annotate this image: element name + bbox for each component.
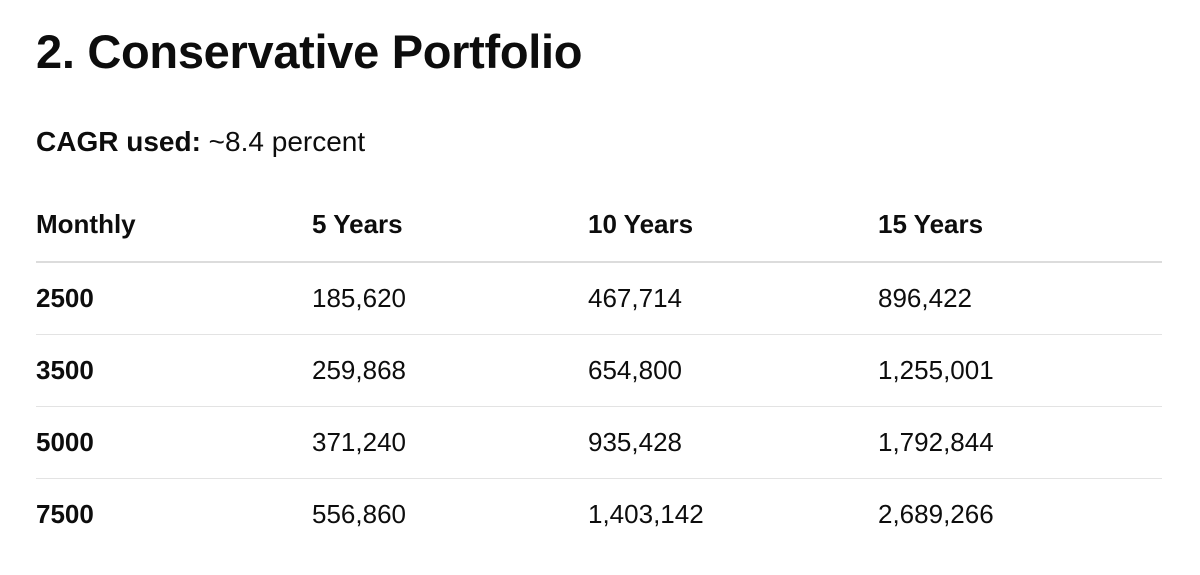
table-row: 5000 371,240 935,428 1,792,844 <box>36 406 1162 479</box>
five-years-cell: 371,240 <box>312 406 588 479</box>
table-row: 2500 185,620 467,714 896,422 <box>36 262 1162 335</box>
monthly-amount-cell: 3500 <box>36 334 312 407</box>
fifteen-years-cell: 1,255,001 <box>878 334 1162 407</box>
fifteen-years-cell: 896,422 <box>878 262 1162 335</box>
fifteen-years-cell: 2,689,266 <box>878 499 994 529</box>
projection-table-wrapper: Monthly 5 Years 10 Years 15 Years 2500 1… <box>36 188 1162 550</box>
table-row: 7500 556,860 1,403,142 2,689,266 <box>36 479 1162 551</box>
five-years-cell: 259,868 <box>312 334 588 407</box>
table-row: 3500 259,868 654,800 1,255,001 <box>36 334 1162 407</box>
ten-years-cell: 654,800 <box>588 334 878 407</box>
ten-years-cell: 1,403,142 <box>588 499 704 529</box>
monthly-amount-cell: 7500 <box>36 499 94 529</box>
cagr-label: CAGR used: <box>36 126 201 157</box>
cagr-value: ~8.4 percent <box>200 126 366 157</box>
cagr-line: CAGR used: ~8.4 percent <box>36 122 365 162</box>
ten-years-cell: 467,714 <box>588 262 878 335</box>
monthly-amount-cell: 5000 <box>36 406 312 479</box>
header-monthly: Monthly <box>36 188 312 263</box>
header-5-years: 5 Years <box>312 188 588 263</box>
header-15-years: 15 Years <box>878 188 1162 263</box>
table-header-row: Monthly 5 Years 10 Years 15 Years <box>36 188 1162 263</box>
page-title: 2. Conservative Portfolio <box>36 25 583 78</box>
five-years-cell: 556,860 <box>312 499 406 529</box>
ten-years-cell: 935,428 <box>588 406 878 479</box>
monthly-amount-cell: 2500 <box>36 262 312 335</box>
five-years-cell: 185,620 <box>312 262 588 335</box>
fifteen-years-cell: 1,792,844 <box>878 406 1162 479</box>
header-10-years: 10 Years <box>588 188 878 263</box>
projection-table: Monthly 5 Years 10 Years 15 Years 2500 1… <box>36 188 1162 550</box>
